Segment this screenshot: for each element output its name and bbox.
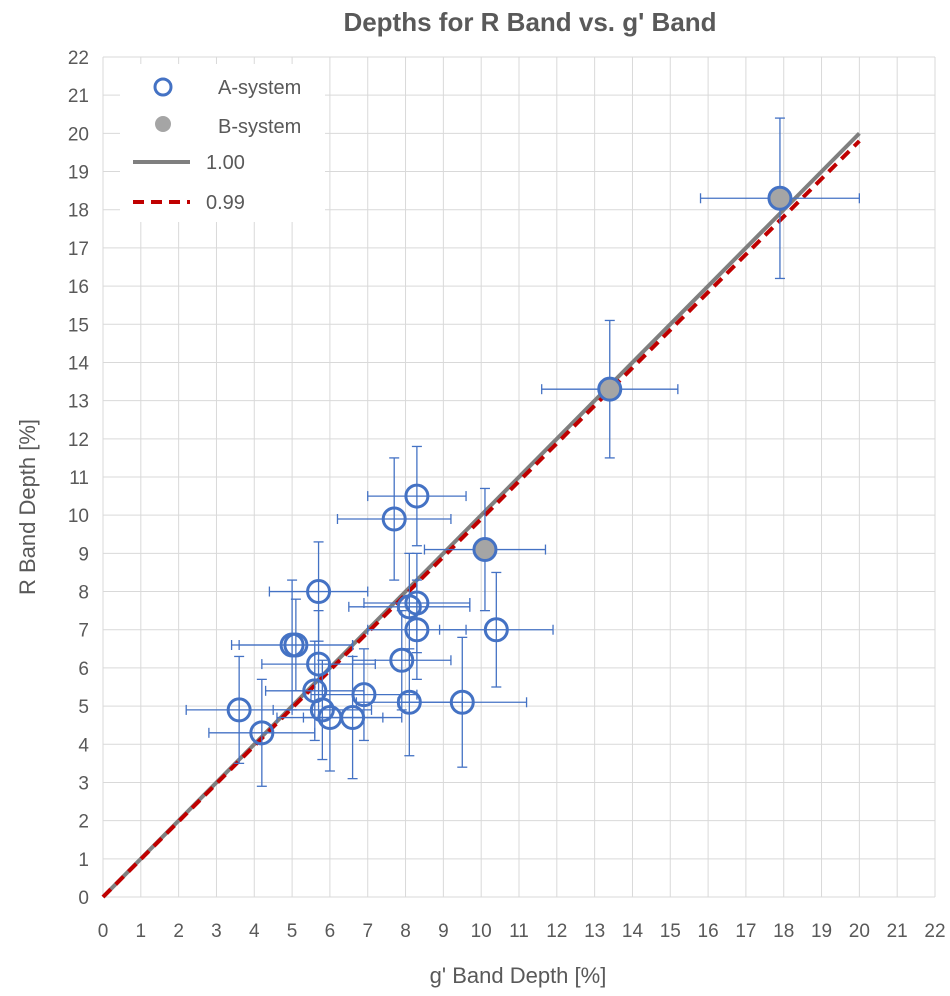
legend: A-system B-system 1.00 0.99 [120, 64, 325, 222]
a-system-point [306, 651, 332, 677]
x-tick-labels: 0 1 2 3 4 5 6 7 8 9 10 11 12 13 14 15 16 17 18 19 20 21 22 [98, 921, 946, 942]
fit-line-100 [101, 131, 861, 899]
x-tick-label: 17 [735, 921, 756, 942]
b-system-point [769, 188, 790, 209]
a-system-point [404, 617, 430, 643]
y-tick-label: 21 [68, 86, 89, 107]
y-tick-label: 13 [68, 392, 89, 413]
a-system-point [283, 632, 309, 658]
a-system-point [226, 697, 252, 723]
x-tick-label: 11 [509, 921, 529, 942]
a-system-point [389, 647, 415, 673]
a-system-point [249, 720, 275, 746]
y-tick-label: 8 [78, 583, 89, 604]
x-tick-label: 12 [546, 921, 567, 942]
x-tick-label: 6 [325, 921, 336, 942]
a-system-point [483, 617, 509, 643]
x-tick-label: 5 [287, 921, 298, 942]
reference-lines [101, 131, 861, 899]
a-system-point [309, 697, 335, 723]
y-axis-label: R Band Depth [%] [15, 419, 40, 595]
x-tick-label: 1 [136, 921, 147, 942]
b-system-point [474, 539, 495, 560]
data-points [226, 185, 793, 746]
y-tick-label: 10 [68, 506, 89, 527]
y-tick-label: 19 [68, 163, 89, 184]
x-tick-label: 3 [211, 921, 222, 942]
b-system-point [599, 379, 620, 400]
a-system-point [597, 376, 623, 402]
a-system-point [381, 506, 407, 532]
legend-b-system-marker [155, 116, 171, 132]
chart-title: Depths for R Band vs. g' Band [343, 7, 716, 37]
y-tick-label: 7 [78, 621, 89, 642]
y-tick-label: 0 [78, 888, 89, 909]
legend-b-system-label: B-system [218, 116, 301, 138]
a-system-point [306, 579, 332, 605]
legend-line-100-label: 1.00 [206, 152, 245, 174]
legend-a-system-label: A-system [218, 77, 301, 99]
a-system-point [340, 705, 366, 731]
a-system-point [396, 689, 422, 715]
y-tick-label: 12 [68, 430, 89, 451]
a-system-point [449, 689, 475, 715]
a-system-point [404, 590, 430, 616]
y-tick-label: 15 [68, 315, 89, 336]
x-tick-label: 10 [471, 921, 492, 942]
y-tick-label: 17 [68, 239, 89, 260]
y-tick-label: 3 [78, 773, 89, 794]
x-tick-label: 2 [173, 921, 184, 942]
x-tick-label: 8 [400, 921, 411, 942]
a-system-point [767, 185, 793, 211]
a-system-point [404, 483, 430, 509]
y-tick-label: 14 [68, 353, 90, 374]
a-system-point [351, 682, 377, 708]
y-tick-label: 18 [68, 201, 89, 222]
y-tick-label: 5 [78, 697, 89, 718]
error-bars [185, 117, 861, 787]
y-tick-label: 4 [78, 735, 89, 756]
x-tick-label: 18 [773, 921, 794, 942]
y-tick-label: 16 [68, 277, 89, 298]
x-tick-label: 21 [887, 921, 908, 942]
x-tick-label: 19 [811, 921, 832, 942]
a-system-point [472, 537, 498, 563]
y-tick-label: 2 [78, 812, 89, 833]
fit-line-099 [101, 139, 861, 899]
x-tick-label: 13 [584, 921, 605, 942]
x-tick-label: 4 [249, 921, 260, 942]
y-tick-label: 9 [78, 544, 89, 565]
y-tick-label: 22 [68, 48, 89, 69]
x-tick-label: 0 [98, 921, 109, 942]
x-tick-label: 15 [660, 921, 681, 942]
x-tick-label: 14 [622, 921, 644, 942]
y-tick-label: 20 [68, 124, 89, 145]
x-axis-label: g' Band Depth [%] [430, 963, 607, 988]
x-tick-label: 9 [438, 921, 449, 942]
x-tick-label: 7 [362, 921, 373, 942]
legend-a-system-marker [153, 77, 173, 97]
x-tick-label: 20 [849, 921, 870, 942]
y-tick-label: 11 [69, 468, 89, 489]
x-tick-label: 22 [924, 921, 945, 942]
x-tick-label: 16 [698, 921, 719, 942]
y-tick-label: 6 [78, 659, 89, 680]
legend-line-099-label: 0.99 [206, 192, 245, 214]
y-tick-label: 1 [78, 850, 89, 871]
